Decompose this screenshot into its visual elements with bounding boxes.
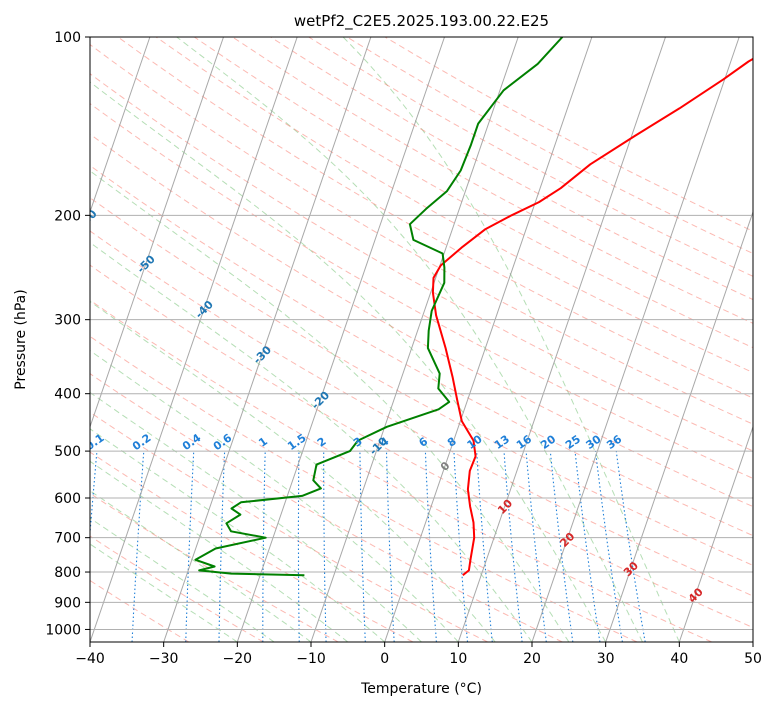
isotherm-line <box>310 37 519 642</box>
mixing-ratio-line <box>549 451 574 642</box>
dry-adiabat-line <box>90 411 488 642</box>
isotherm-line <box>531 37 740 642</box>
dry-adiabat-line <box>90 197 753 566</box>
x-tick-label: 50 <box>744 651 762 667</box>
x-tick-label: 30 <box>597 651 615 667</box>
isotherm-line <box>90 37 224 429</box>
y-tick-label: 1000 <box>45 622 81 638</box>
mixing-ratio-line <box>453 451 469 642</box>
y-tick-label: 700 <box>54 531 81 547</box>
dry-adiabat-line <box>90 43 753 425</box>
plot-area: 0.10.20.40.611.52346810131620253036-100-… <box>76 37 753 642</box>
dry-adiabat-line <box>117 37 753 399</box>
mixing-ratio-line <box>476 451 493 642</box>
x-tick-label: −40 <box>75 651 105 667</box>
moist-adiabat-line <box>90 460 349 642</box>
isotherm-line <box>678 425 753 642</box>
isotherm-line <box>90 37 298 642</box>
isotherm-line <box>90 37 151 214</box>
dewpoint-profile-line <box>194 37 564 577</box>
moist-adiabat-line <box>90 300 496 642</box>
y-tick-label: 400 <box>54 387 81 403</box>
mixing-ratio-line <box>525 451 547 642</box>
dry-adiabat-line <box>90 264 753 629</box>
mixing-ratio-line <box>594 451 623 642</box>
profile-lines <box>194 37 753 577</box>
x-tick-label: −30 <box>149 651 179 667</box>
moist-adiabat-line <box>90 170 570 642</box>
mixing-ratio-line <box>574 451 601 642</box>
y-axis-ticks: 100 200 300 400 500 600 700 800 900 1000 <box>45 30 90 638</box>
dry-adiabat-line <box>90 230 753 597</box>
y-tick-label: 200 <box>54 208 81 224</box>
dry-adiabat-line <box>90 579 190 642</box>
y-tick-label: 800 <box>54 565 81 581</box>
temperature-profile-line <box>431 57 753 576</box>
x-axis-label: Temperature (°C) <box>360 681 482 697</box>
dry-adiabat-line <box>90 335 638 642</box>
isotherm-line <box>605 210 753 642</box>
dry-adiabat-line <box>90 299 712 642</box>
x-tick-label: 10 <box>449 651 467 667</box>
isotherm-label: -60 <box>76 207 99 230</box>
moist-adiabat-line <box>90 490 312 642</box>
mixing-ratio-line <box>615 451 646 642</box>
x-axis-ticks: −40 −30 −20 −10 0 10 20 30 40 50 <box>75 642 762 667</box>
plot-frame <box>89 36 754 643</box>
y-axis-label: Pressure (hPa) <box>13 289 29 389</box>
x-tick-label: 40 <box>670 651 688 667</box>
x-tick-label: 20 <box>523 651 541 667</box>
dry-adiabat-line <box>90 164 753 537</box>
dry-adiabat-line <box>232 37 753 324</box>
dry-adiabat-line <box>90 102 753 479</box>
mixing-ratio-line <box>503 451 523 642</box>
dry-adiabat-line <box>270 37 753 301</box>
isotherm-line <box>384 37 593 642</box>
y-tick-label: 300 <box>54 313 81 329</box>
dry-adiabat-line <box>90 133 753 508</box>
isotherm-line <box>163 37 372 642</box>
x-tick-label: −20 <box>223 651 253 667</box>
y-tick-label: 100 <box>54 30 81 46</box>
isotherm-line <box>236 37 445 642</box>
dry-adiabat-line <box>90 535 264 642</box>
y-tick-label: 600 <box>54 491 81 507</box>
moist-adiabat-line <box>90 241 533 642</box>
moist-adiabat-line <box>90 391 422 642</box>
mixing-ratio-lines <box>90 451 646 642</box>
pressure-gridlines <box>90 37 753 630</box>
isotherms <box>90 37 753 642</box>
x-tick-label: −10 <box>296 651 326 667</box>
moist-adiabat-line <box>176 37 643 642</box>
chart-title: wetPf2_C2E5.2025.193.00.22.E25 <box>294 12 549 31</box>
y-tick-label: 900 <box>54 595 81 611</box>
x-tick-label: 0 <box>380 651 389 667</box>
y-tick-label: 500 <box>54 444 81 460</box>
dry-adiabat-line <box>90 373 563 642</box>
mixing-ratio-line <box>90 451 98 540</box>
